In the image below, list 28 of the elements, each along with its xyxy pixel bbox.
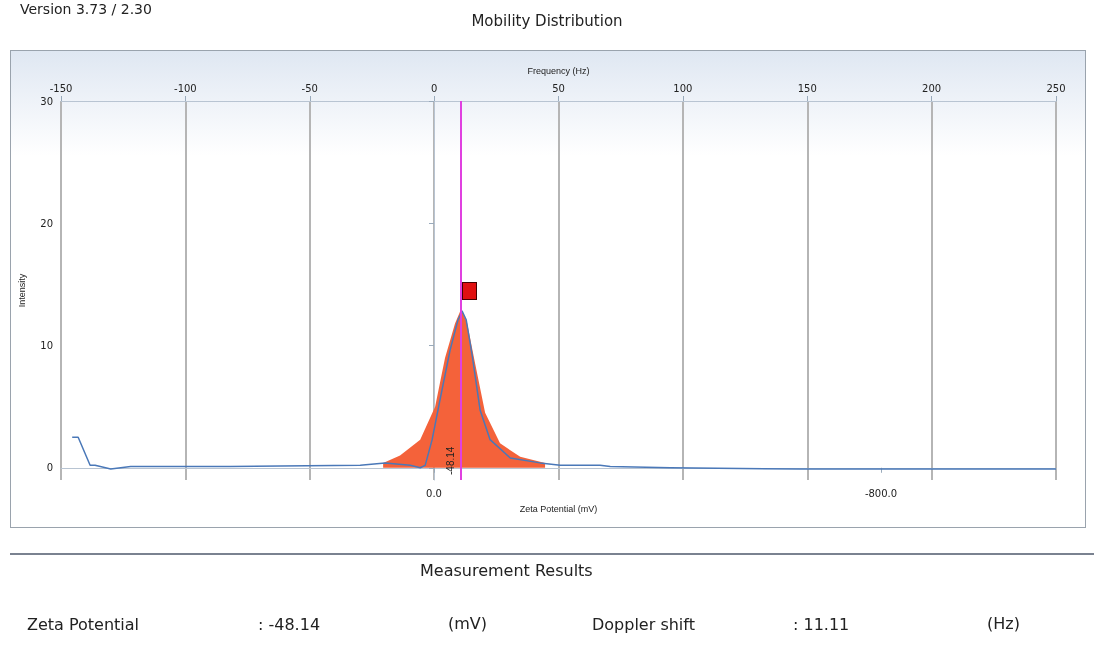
x2-tick-label: 250 [1046,82,1066,94]
text: (mV) [448,614,488,633]
text: Measurement Results [420,561,593,580]
x2-tick-label: 200 [922,82,942,94]
text: (Hz) [987,614,1020,633]
text: : 11.11 [793,615,850,634]
x-axis-title: Zeta Potential (mV) [519,503,598,514]
text: : -48.14 [258,615,321,634]
x2-axis-title: Frequency (Hz) [527,65,590,76]
y-tick-label: 30 [40,95,53,107]
y-tick-label: 20 [40,217,53,229]
text: Zeta Potential [27,615,140,634]
y-tick-label: 0 [46,462,53,474]
x2-tick-label: -50 [301,82,318,94]
chart-title: Mobility Distribution [471,11,623,30]
x-tick-label: -800.0 [864,487,898,499]
x2-tick-label: -150 [49,82,73,94]
x2-tick-label: 150 [797,82,817,94]
ref-line-label: -48.14 [445,446,457,475]
x2-tick-label: 100 [673,82,693,94]
x2-tick-label: 0 [430,82,438,94]
text: Doppler shift [592,615,695,634]
x-tick-label: 0.0 [426,487,442,499]
text: Version 3.73 / 2.30 [20,1,152,17]
x2-tick-label: -100 [174,82,197,94]
x2-tick-label: 50 [552,82,565,94]
y-tick-label: 10 [40,340,53,352]
y-axis-title: Intensity [16,273,27,308]
